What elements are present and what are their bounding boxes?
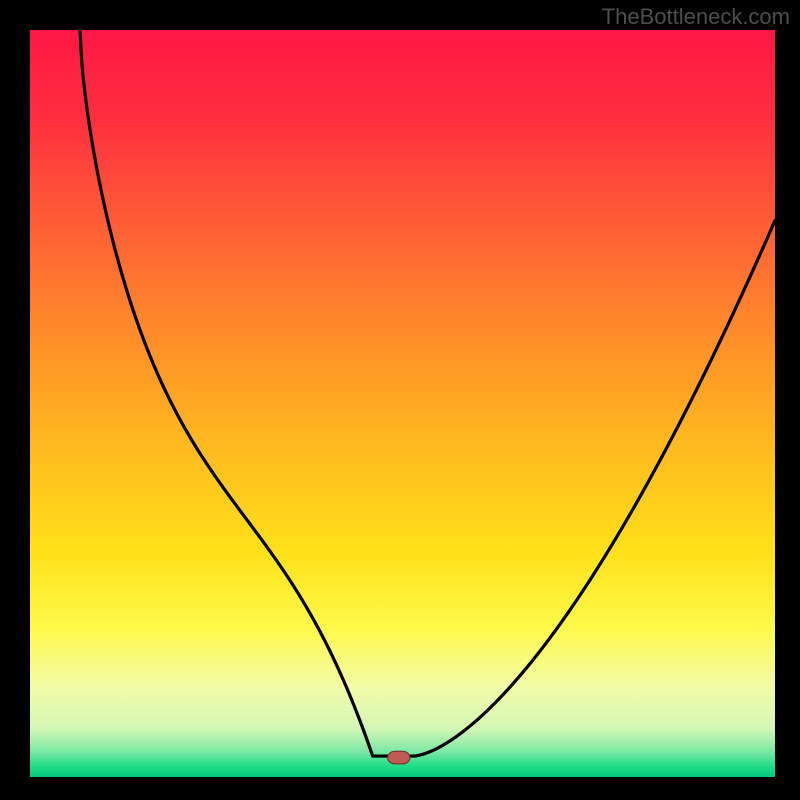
plot-area bbox=[30, 30, 775, 777]
watermark: TheBottleneck.com bbox=[602, 4, 790, 30]
gradient-background bbox=[30, 30, 775, 777]
plot-svg bbox=[30, 30, 775, 777]
valley-marker bbox=[388, 751, 410, 764]
chart-frame: TheBottleneck.com bbox=[0, 0, 800, 800]
